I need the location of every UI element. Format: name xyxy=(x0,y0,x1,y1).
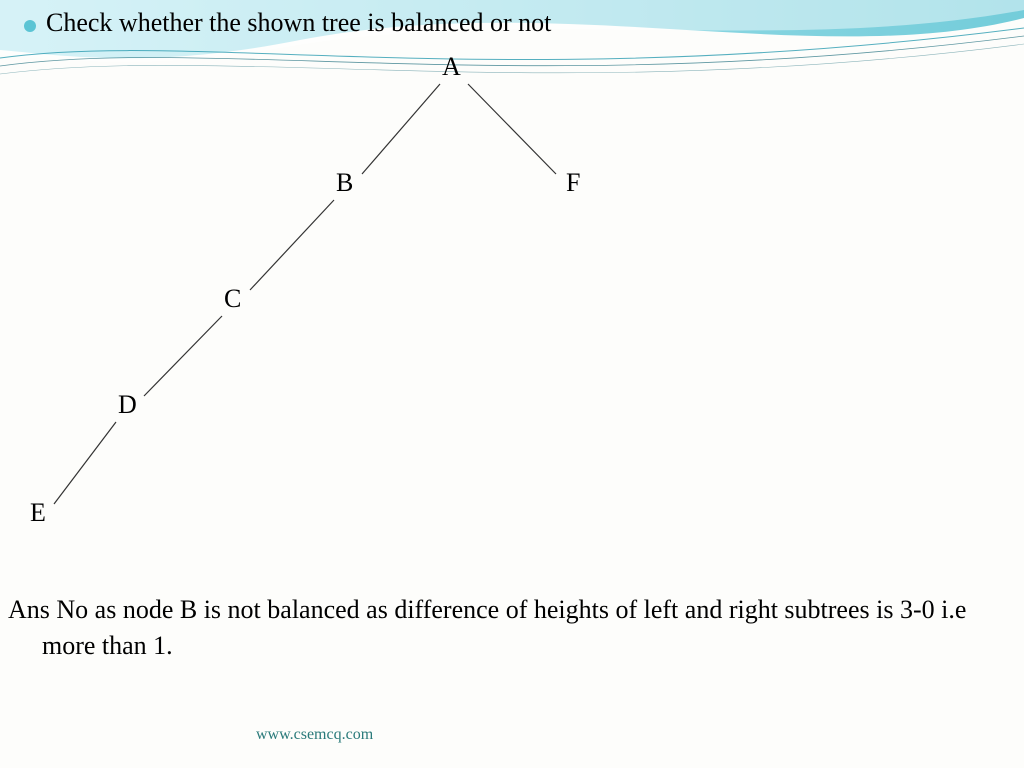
question-text: Check whether the shown tree is balanced… xyxy=(46,8,551,38)
answer-text: Ans No as node B is not balanced as diff… xyxy=(8,592,1022,665)
tree-edge xyxy=(54,422,116,504)
tree-node-b: B xyxy=(336,168,353,198)
tree-edge xyxy=(362,84,440,174)
tree-edge xyxy=(468,84,556,174)
tree-node-f: F xyxy=(566,168,580,198)
tree-node-d: D xyxy=(118,390,137,420)
footer-link: www.csemcq.com xyxy=(256,726,373,744)
tree-edge xyxy=(144,316,222,396)
bullet-icon xyxy=(24,20,36,32)
tree-node-c: C xyxy=(224,284,241,314)
tree-node-a: A xyxy=(442,52,461,82)
tree-edge xyxy=(250,200,334,290)
tree-node-e: E xyxy=(30,498,46,528)
